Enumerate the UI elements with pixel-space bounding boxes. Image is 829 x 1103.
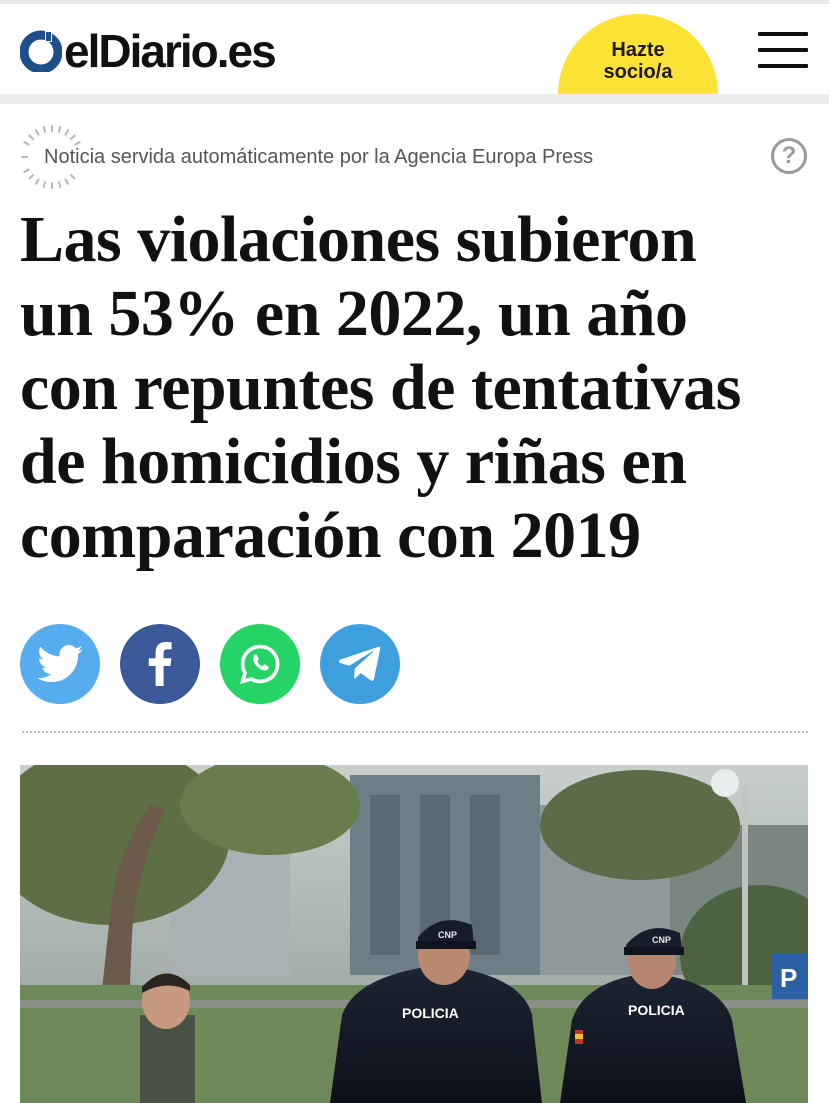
logo-mark-icon bbox=[19, 30, 63, 74]
section-divider bbox=[22, 731, 808, 733]
telegram-icon bbox=[339, 646, 381, 681]
share-telegram-button[interactable] bbox=[320, 624, 400, 704]
hazte-socio-button[interactable]: Hazte socio/a bbox=[558, 14, 718, 98]
headline-line: de homicidios y riñas en bbox=[20, 425, 687, 498]
article-headline: Las violaciones subieron un 53% en 2022,… bbox=[20, 203, 820, 573]
whatsapp-icon bbox=[239, 644, 280, 685]
article-photo[interactable]: P CNP POLICIA CNP POLICIA bbox=[20, 765, 808, 1103]
headline-line: Las violaciones subieron bbox=[20, 203, 697, 276]
cta-line-2: socio/a bbox=[603, 61, 673, 83]
share-facebook-button[interactable] bbox=[120, 624, 200, 704]
top-edge bbox=[0, 0, 829, 4]
share-whatsapp-button[interactable] bbox=[220, 624, 300, 704]
cap-label: CNP bbox=[652, 935, 671, 945]
agency-notice: Noticia servida automáticamente por la A… bbox=[20, 124, 810, 190]
parking-sign: P bbox=[780, 963, 797, 993]
help-icon[interactable]: ? bbox=[771, 138, 807, 174]
twitter-icon bbox=[37, 645, 83, 683]
police-badge-text: POLICIA bbox=[402, 1005, 459, 1021]
share-twitter-button[interactable] bbox=[20, 624, 100, 704]
hamburger-icon[interactable] bbox=[758, 32, 808, 72]
headline-line: un 53% en 2022, un año bbox=[20, 277, 688, 350]
facebook-icon bbox=[148, 642, 172, 686]
cta-line-1: Hazte bbox=[611, 39, 665, 61]
police-badge-text: POLICIA bbox=[628, 1002, 685, 1018]
site-header: elDiario.es Hazte socio/a bbox=[0, 4, 829, 98]
header-divider bbox=[0, 94, 829, 104]
dashed-circle-icon bbox=[20, 124, 84, 190]
share-bar bbox=[20, 624, 400, 704]
headline-line: comparación con 2019 bbox=[20, 499, 641, 572]
cap-label: CNP bbox=[438, 930, 457, 940]
agency-notice-text: Noticia servida automáticamente por la A… bbox=[44, 146, 594, 168]
headline-line: con repuntes de tentativas bbox=[20, 351, 741, 424]
logo-text: elDiario.es bbox=[64, 25, 277, 77]
site-logo[interactable]: elDiario.es bbox=[19, 25, 277, 77]
